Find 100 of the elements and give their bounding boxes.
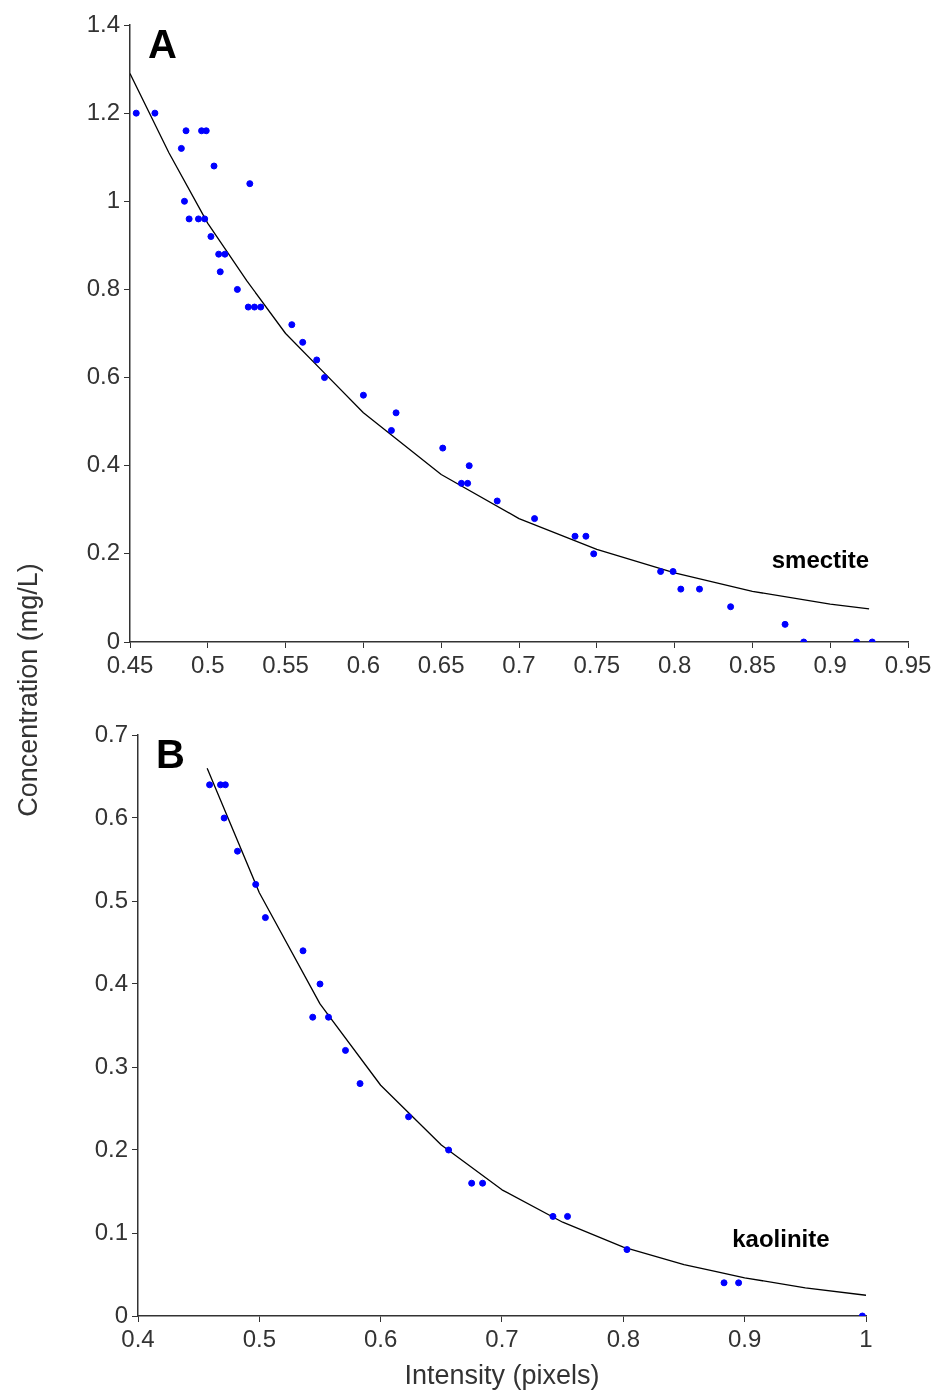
x-tick-label: 0.65 <box>417 651 465 679</box>
point <box>359 391 367 399</box>
x-tick-label: 0.7 <box>485 1325 519 1353</box>
x-tick-label: 0.8 <box>606 1325 641 1353</box>
point <box>677 585 685 593</box>
point <box>244 303 252 311</box>
y-tick-label: 0.4 <box>86 450 120 478</box>
point <box>309 1013 317 1021</box>
x-tick-label: 0.9 <box>727 1325 762 1353</box>
y-tick-label: 0.1 <box>94 1217 128 1245</box>
point <box>257 303 265 311</box>
point <box>261 914 269 922</box>
x-tick-label: 0.5 <box>191 651 225 679</box>
y-tick-label: 0.6 <box>94 802 128 830</box>
point <box>493 497 501 505</box>
point <box>735 1279 743 1287</box>
x-tick-label: 0.6 <box>363 1325 398 1353</box>
y-tick-label: 0 <box>114 1300 128 1328</box>
point <box>324 1013 332 1021</box>
y-tick-label: 0.2 <box>94 1134 128 1162</box>
point <box>233 847 241 855</box>
x-tick-label: 0.45 <box>106 651 154 679</box>
x-tick-label: 0.6 <box>346 651 381 679</box>
y-tick-label: 0.5 <box>94 885 128 913</box>
point <box>299 947 307 955</box>
point <box>177 144 185 152</box>
y-tick-label: 1.4 <box>86 9 120 37</box>
point <box>571 532 579 540</box>
point <box>288 321 296 329</box>
x-tick-label: 1 <box>859 1325 873 1353</box>
point <box>439 444 447 452</box>
x-axis-title: Intensity (pixels) <box>404 1360 600 1391</box>
point <box>356 1080 364 1088</box>
y-tick-label: 0.7 <box>94 719 128 747</box>
point <box>220 814 228 822</box>
annotation: kaolinite <box>732 1225 830 1253</box>
x-tick-label: 0.8 <box>657 651 692 679</box>
point <box>151 109 159 117</box>
point <box>185 215 193 223</box>
point <box>194 215 202 223</box>
point <box>564 1212 572 1220</box>
annotation: smectite <box>771 546 870 574</box>
point <box>250 303 258 311</box>
point <box>201 215 209 223</box>
y-tick-label: 0.8 <box>86 274 120 302</box>
y-tick-label: 0.4 <box>94 968 128 996</box>
point <box>727 603 735 611</box>
x-tick-label: 0.85 <box>729 651 776 679</box>
x-tick-label: 0.5 <box>242 1325 277 1353</box>
point <box>210 162 218 170</box>
point <box>445 1146 453 1154</box>
point <box>132 109 140 117</box>
point <box>246 180 254 188</box>
point <box>215 250 223 258</box>
x-tick-label: 0.55 <box>262 651 309 679</box>
annotation: A <box>148 22 177 67</box>
y-tick-label: 0 <box>106 626 120 654</box>
point <box>464 479 472 487</box>
point <box>216 268 224 276</box>
point <box>468 1179 476 1187</box>
y-tick-label: 0.6 <box>86 362 120 390</box>
y-tick-label: 1 <box>106 185 120 213</box>
x-tick-label: 0.95 <box>884 651 932 679</box>
point <box>531 515 539 523</box>
point <box>316 980 324 988</box>
point <box>582 532 590 540</box>
point <box>182 127 190 135</box>
point <box>405 1113 413 1121</box>
point <box>781 620 789 628</box>
y-tick-label: 0.3 <box>94 1051 128 1079</box>
point <box>465 462 473 470</box>
point <box>387 426 395 434</box>
point <box>321 374 328 382</box>
point <box>623 1246 631 1254</box>
x-tick-label: 0.7 <box>502 651 536 679</box>
annotation: B <box>156 732 185 777</box>
point <box>549 1212 557 1220</box>
x-tick-label: 0.9 <box>813 651 847 679</box>
point <box>202 127 210 135</box>
y-tick-label: 0.2 <box>86 538 120 566</box>
point <box>696 585 703 593</box>
point <box>252 880 260 888</box>
point <box>590 550 598 558</box>
point <box>313 356 321 364</box>
point <box>233 285 241 293</box>
point <box>392 409 400 417</box>
point <box>221 250 229 258</box>
y-tick-label: 1.2 <box>86 97 120 125</box>
point <box>341 1046 349 1054</box>
y-axis-title: Concentration (mg/L) <box>12 563 44 817</box>
point <box>207 233 215 241</box>
point <box>457 479 465 487</box>
point <box>206 781 214 789</box>
x-tick-label: 0.75 <box>573 651 621 679</box>
point <box>720 1279 728 1287</box>
point <box>669 567 677 575</box>
point <box>657 567 665 575</box>
point <box>299 338 307 346</box>
point <box>180 197 188 205</box>
point <box>479 1179 487 1187</box>
